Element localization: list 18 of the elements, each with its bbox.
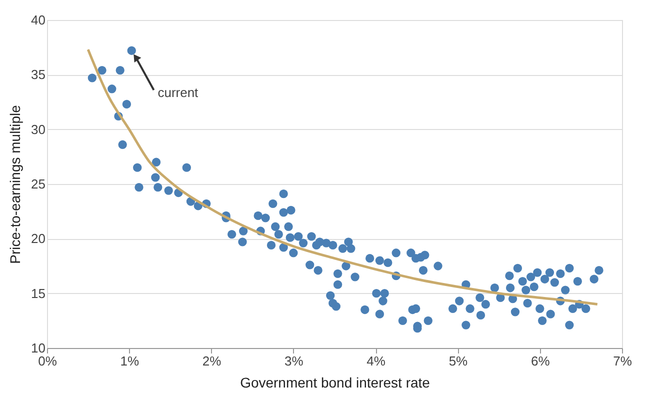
x-tick-label: 7% [613, 354, 632, 368]
y-tick-label: 30 [31, 122, 46, 137]
x-tick-label: 5% [448, 354, 468, 368]
x-tick-label: 3% [284, 354, 304, 368]
y-tick-label: 40 [31, 12, 46, 28]
y-axis-title: Price-to-earnings multiple [7, 104, 24, 264]
annotation: current [158, 85, 199, 100]
y-tick-label: 15 [31, 286, 46, 301]
y-tick-label: 10 [31, 340, 46, 356]
y-tick-label: 25 [31, 176, 46, 192]
x-tick-label: 0% [38, 354, 58, 368]
x-tick-label: 6% [530, 354, 550, 368]
y-tick-label: 35 [31, 67, 46, 82]
x-tick-label: 2% [202, 354, 222, 368]
y-tick-label: 20 [31, 231, 46, 246]
x-tick-label: 1% [120, 354, 140, 368]
x-axis-title: Government bond interest rate [240, 374, 430, 390]
x-tick-label: 4% [366, 354, 386, 368]
